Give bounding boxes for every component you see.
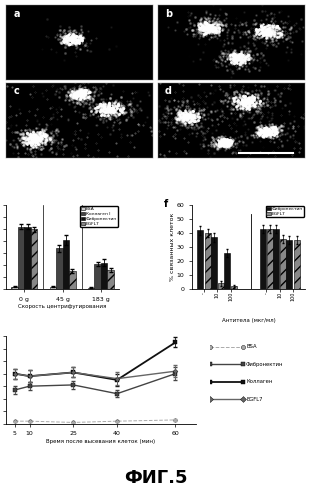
X-axis label: Скорость центрифугирования: Скорость центрифугирования: [18, 304, 107, 309]
Bar: [101, 262, 107, 289]
Bar: [224, 252, 230, 289]
Bar: [69, 271, 76, 289]
Text: c: c: [14, 86, 19, 96]
Text: BSA: BSA: [246, 344, 257, 349]
Bar: [231, 286, 237, 289]
Text: EGFL7: EGFL7: [246, 397, 262, 402]
Bar: [18, 227, 24, 289]
Text: Коллаген: Коллаген: [246, 379, 272, 384]
Bar: [56, 249, 63, 289]
Bar: [94, 264, 101, 289]
Y-axis label: % связанных клеток: % связанных клеток: [170, 213, 175, 281]
Bar: [205, 233, 211, 289]
Bar: [211, 238, 216, 289]
Bar: [294, 240, 300, 289]
Bar: [63, 240, 69, 289]
Bar: [88, 288, 94, 289]
Text: b: b: [165, 9, 172, 19]
Legend: BSA, Коллаген I, Фибронектин, EGFL7: BSA, Коллаген I, Фибронектин, EGFL7: [80, 206, 118, 227]
Bar: [197, 231, 203, 289]
Bar: [24, 227, 31, 289]
Bar: [273, 229, 279, 289]
Bar: [218, 283, 224, 289]
Bar: [267, 229, 273, 289]
Bar: [260, 229, 266, 289]
Text: Фибронектин: Фибронектин: [246, 362, 284, 367]
Text: a: a: [14, 9, 20, 19]
Text: ФИГ.5: ФИГ.5: [124, 469, 187, 487]
X-axis label: Время после высевания клеток (мин): Время после высевания клеток (мин): [46, 439, 156, 444]
Bar: [11, 286, 18, 289]
Bar: [49, 286, 56, 289]
Legend: Фибронектин, EGFL7: Фибронектин, EGFL7: [266, 206, 304, 217]
Text: d: d: [165, 86, 172, 96]
Bar: [280, 239, 286, 289]
X-axis label: Антитела (мкг/мл): Антитела (мкг/мл): [221, 318, 275, 323]
Bar: [286, 240, 292, 289]
Text: f: f: [164, 199, 168, 209]
Bar: [31, 229, 37, 289]
Bar: [107, 270, 114, 289]
